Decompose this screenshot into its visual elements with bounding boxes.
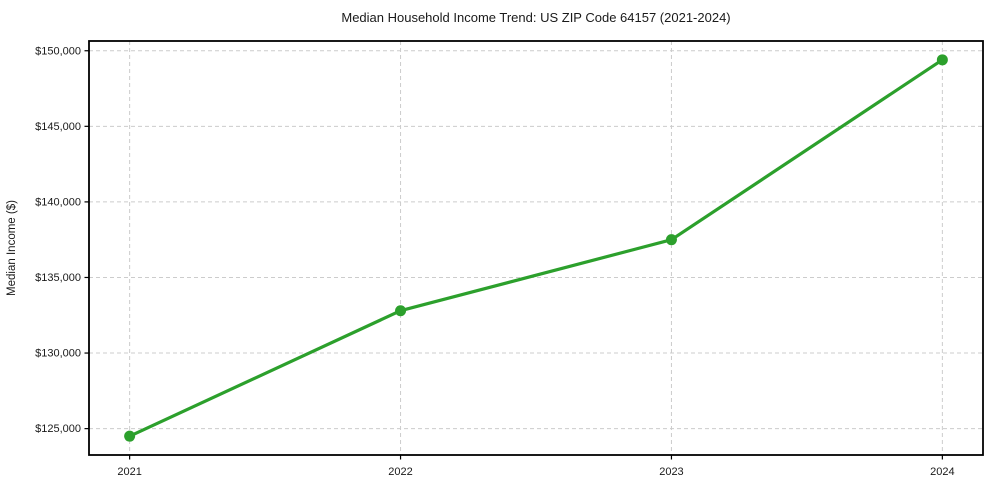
x-tick-label: 2023 bbox=[659, 466, 683, 478]
plot-border bbox=[88, 40, 984, 456]
data-point bbox=[665, 234, 677, 246]
x-tick-label: 2021 bbox=[117, 466, 141, 478]
data-point bbox=[936, 54, 948, 66]
axes-group: $125,000 $130,000 $135,000 $140,000 $145,000… bbox=[35, 45, 954, 478]
gridlines bbox=[89, 41, 983, 455]
trend-line bbox=[128, 58, 944, 438]
y-tick-label: $135,000 bbox=[35, 272, 81, 284]
data-point bbox=[124, 430, 136, 442]
y-tick-label: $145,000 bbox=[35, 121, 81, 133]
y-tick-label: $125,000 bbox=[35, 423, 81, 435]
data-point bbox=[395, 305, 407, 317]
y-tick-label: $130,000 bbox=[35, 348, 81, 360]
y-tick-label: $150,000 bbox=[35, 45, 81, 57]
y-axis-label: Median Income ($) bbox=[6, 200, 18, 296]
series-group bbox=[124, 54, 948, 442]
x-tick-label: 2022 bbox=[388, 466, 412, 478]
x-tick-label: 2024 bbox=[930, 466, 954, 478]
y-tick-label: $140,000 bbox=[35, 196, 81, 208]
chart-title: Median Household Income Trend: US ZIP Co… bbox=[341, 10, 730, 25]
